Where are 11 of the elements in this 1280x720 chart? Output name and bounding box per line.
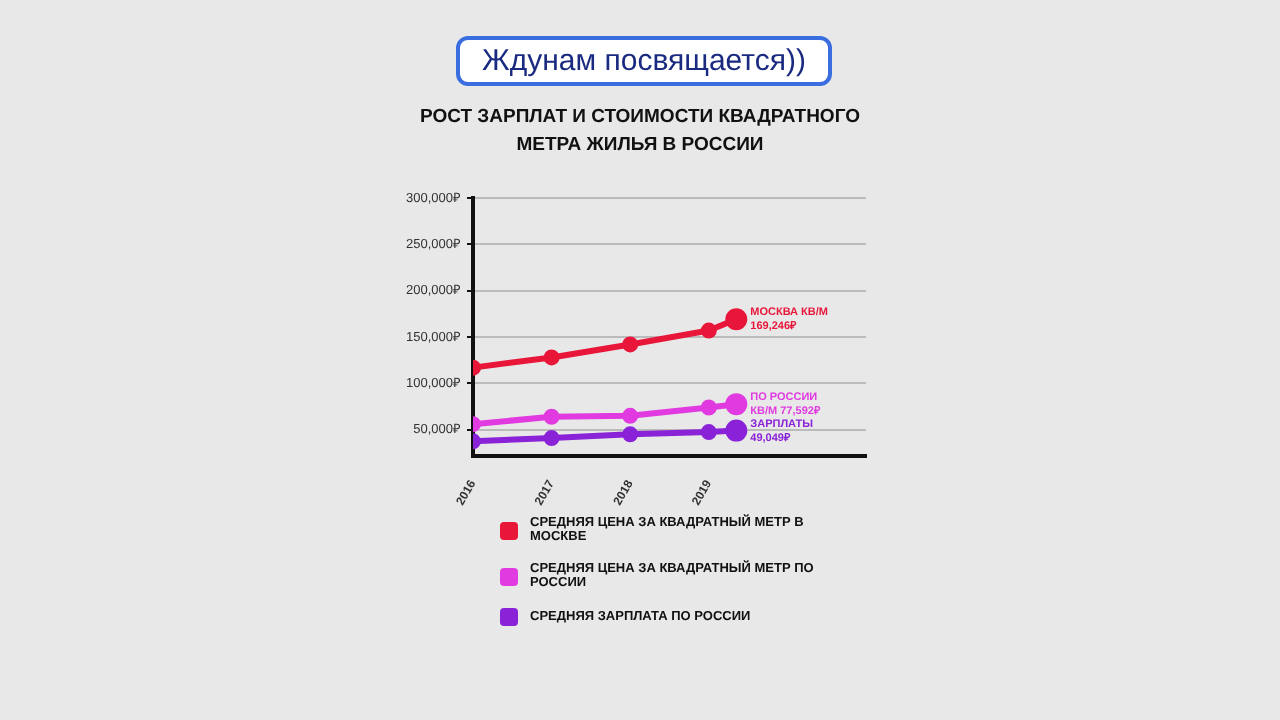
point: [622, 336, 639, 353]
point: [622, 426, 639, 443]
point: [622, 407, 639, 424]
point: [700, 424, 717, 441]
point: [543, 349, 560, 366]
point: [543, 408, 560, 425]
point: [700, 399, 717, 416]
text: Ждунам посвящается)): [456, 36, 832, 86]
point: [543, 430, 560, 447]
point: [700, 322, 717, 339]
chart-title: РОСТ ЗАРПЛАТ И СТОИМОСТИ КВАДРАТНОГО МЕТРА ЖИЛЬЯ В РОССИИ: [418, 104, 862, 160]
